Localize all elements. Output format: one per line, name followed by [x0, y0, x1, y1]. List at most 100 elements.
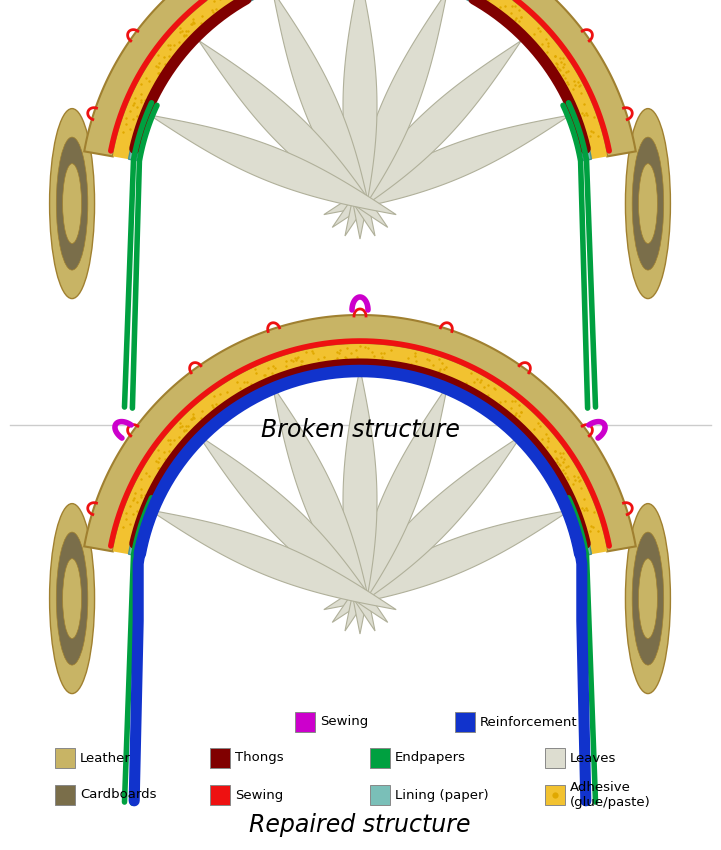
- Point: [509, 13, 521, 26]
- Point: [410, 354, 422, 368]
- Point: [136, 473, 147, 486]
- Point: [131, 100, 143, 114]
- Point: [143, 75, 154, 88]
- Point: [159, 58, 171, 71]
- Point: [580, 501, 592, 514]
- Point: [506, 394, 518, 407]
- Point: [562, 472, 574, 485]
- Point: [139, 488, 151, 502]
- Point: [543, 36, 554, 49]
- Point: [506, 0, 518, 13]
- Point: [189, 16, 200, 30]
- Ellipse shape: [632, 532, 664, 665]
- Point: [152, 456, 164, 469]
- Point: [178, 423, 190, 437]
- Point: [211, 397, 222, 411]
- Point: [575, 86, 587, 99]
- Point: [534, 25, 546, 38]
- Point: [164, 38, 176, 52]
- Point: [153, 462, 164, 475]
- Point: [567, 82, 579, 96]
- Point: [136, 77, 147, 91]
- Point: [584, 129, 596, 143]
- Point: [440, 360, 451, 373]
- Point: [568, 74, 580, 88]
- Point: [280, 354, 291, 368]
- Point: [368, 349, 380, 363]
- Point: [562, 76, 574, 90]
- Point: [557, 446, 569, 460]
- Point: [178, 29, 190, 42]
- Point: [124, 499, 136, 513]
- Point: [536, 37, 548, 51]
- Point: [258, 368, 270, 382]
- Ellipse shape: [625, 109, 671, 298]
- Point: [169, 433, 180, 446]
- Point: [136, 490, 147, 504]
- Point: [515, 10, 526, 24]
- Point: [124, 104, 136, 117]
- Point: [153, 443, 164, 456]
- Point: [331, 345, 342, 359]
- Point: [549, 48, 561, 62]
- Point: [423, 354, 435, 367]
- Point: [291, 351, 303, 365]
- Polygon shape: [343, 368, 377, 634]
- Ellipse shape: [625, 503, 671, 694]
- Point: [127, 98, 138, 111]
- Polygon shape: [198, 435, 388, 622]
- Point: [575, 78, 586, 92]
- Point: [296, 354, 307, 367]
- Point: [554, 446, 565, 460]
- Text: Lining (paper): Lining (paper): [395, 789, 489, 802]
- Point: [588, 505, 599, 518]
- Bar: [455, 712, 475, 732]
- Point: [550, 56, 562, 70]
- Point: [435, 362, 446, 376]
- Point: [333, 346, 345, 360]
- Point: [141, 466, 152, 479]
- Point: [554, 457, 565, 471]
- Point: [557, 456, 569, 469]
- Point: [180, 28, 192, 42]
- Point: [242, 376, 253, 389]
- Point: [367, 346, 379, 360]
- Point: [421, 353, 433, 366]
- Point: [174, 20, 186, 34]
- Point: [221, 385, 233, 399]
- Point: [570, 473, 581, 487]
- Polygon shape: [128, 360, 591, 556]
- Point: [436, 356, 448, 370]
- Point: [127, 493, 138, 507]
- Point: [152, 66, 164, 80]
- Point: [509, 408, 521, 422]
- Point: [562, 459, 574, 473]
- Point: [163, 445, 174, 458]
- Bar: [370, 785, 390, 805]
- Point: [196, 405, 208, 418]
- Point: [136, 95, 147, 109]
- Polygon shape: [112, 0, 607, 159]
- Point: [207, 400, 218, 414]
- Point: [267, 359, 279, 372]
- Point: [513, 410, 525, 423]
- Point: [557, 60, 569, 74]
- Point: [549, 49, 560, 63]
- Point: [162, 434, 174, 447]
- Point: [552, 455, 563, 468]
- Point: [471, 372, 482, 386]
- Point: [211, 2, 222, 15]
- Point: [262, 361, 274, 375]
- Point: [180, 423, 192, 437]
- Bar: [295, 712, 315, 732]
- Point: [572, 75, 583, 88]
- Point: [410, 346, 421, 360]
- Point: [578, 492, 590, 506]
- Point: [554, 51, 565, 65]
- Point: [592, 524, 603, 538]
- Point: [489, 382, 500, 396]
- Point: [540, 428, 552, 441]
- Point: [118, 520, 129, 534]
- Point: [164, 437, 176, 451]
- Point: [475, 373, 487, 387]
